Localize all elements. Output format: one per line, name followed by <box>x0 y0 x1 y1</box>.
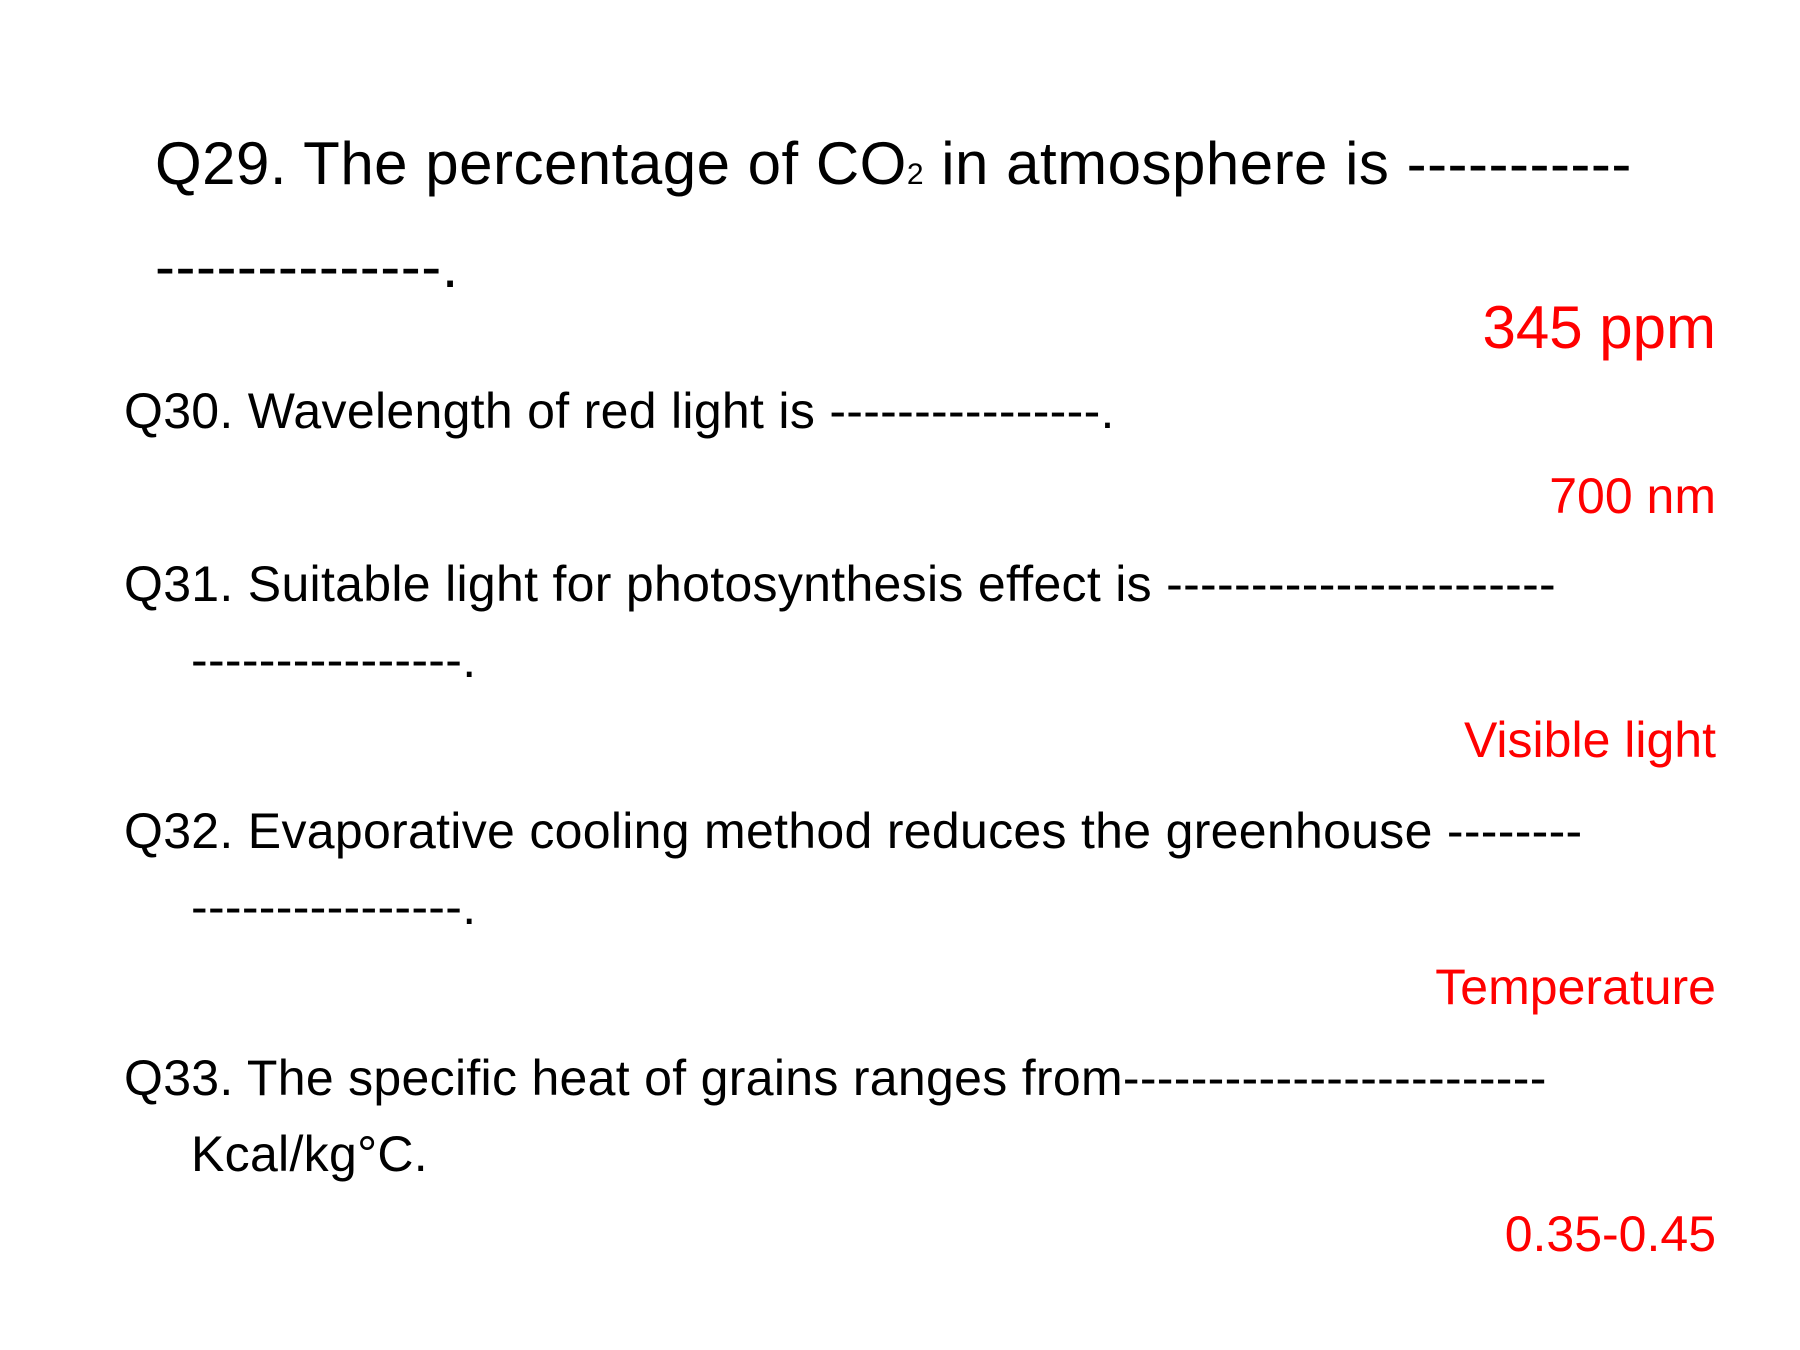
question-29-text-after-subscript: in atmosphere is ----------- <box>924 130 1632 197</box>
question-33-line-1: Q33. The specific heat of grains ranges … <box>124 1050 1547 1106</box>
question-32: Q32. Evaporative cooling method reduces … <box>124 793 1724 945</box>
question-32-line-1: Q32. Evaporative cooling method reduces … <box>124 803 1583 859</box>
question-29: Q29. The percentage of CO2 in atmosphere… <box>155 118 1715 313</box>
answer-30: 700 nm <box>1549 468 1716 524</box>
question-30-line-1: Q30. Wavelength of red light is --------… <box>124 383 1115 439</box>
question-31-line-1: Q31. Suitable light for photosynthesis e… <box>124 556 1556 612</box>
answer-29: 345 ppm <box>1482 294 1717 361</box>
question-29-text-before-subscript: Q29. The percentage of CO <box>155 130 907 197</box>
question-31: Q31. Suitable light for photosynthesis e… <box>124 546 1724 698</box>
question-29-line-1: Q29. The percentage of CO2 in atmosphere… <box>155 118 1715 221</box>
answer-33: 0.35-0.45 <box>1504 1206 1716 1262</box>
question-33: Q33. The specific heat of grains ranges … <box>124 1040 1724 1192</box>
question-33-line-2: Kcal/kg°C. <box>191 1126 428 1182</box>
question-30: Q30. Wavelength of red light is --------… <box>124 373 1724 449</box>
question-31-line-2: ----------------. <box>191 632 477 688</box>
answer-32: Temperature <box>1435 959 1716 1015</box>
question-29-subscript: 2 <box>906 158 925 191</box>
question-29-line-2: --------------. <box>155 233 459 300</box>
answer-31: Visible light <box>1463 712 1716 768</box>
question-32-line-2: ----------------. <box>191 879 477 935</box>
